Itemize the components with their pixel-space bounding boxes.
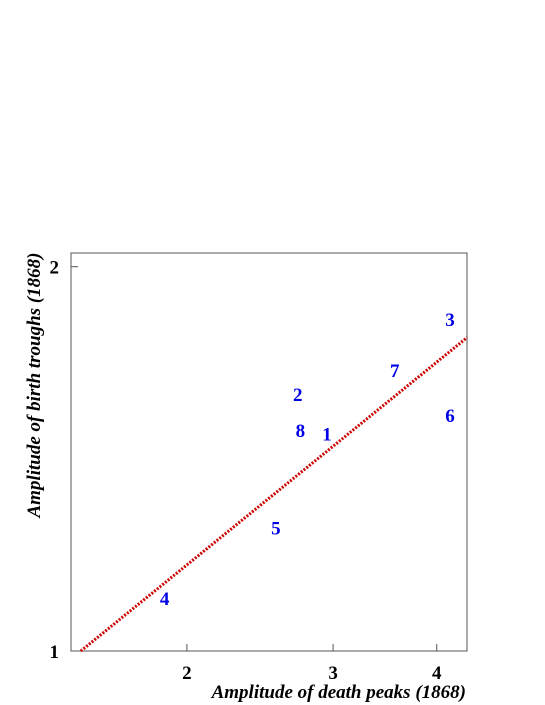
data-point-5: 5 [271, 518, 281, 539]
x-tick-label: 3 [328, 663, 338, 684]
data-point-4: 4 [160, 589, 170, 610]
x-axis-label: Amplitude of death peaks (1868) [211, 682, 466, 703]
data-point-3: 3 [445, 310, 455, 331]
data-point-8: 8 [296, 421, 306, 442]
x-tick-label: 4 [432, 663, 442, 684]
data-point-1: 1 [322, 425, 332, 446]
plot-frame [70, 252, 468, 652]
data-point-7: 7 [390, 361, 400, 382]
data-point-6: 6 [445, 406, 455, 427]
y-tick-label: 1 [50, 642, 60, 663]
fit-line [79, 336, 468, 653]
y-tick-label: 2 [50, 258, 60, 279]
data-point-2: 2 [293, 385, 303, 406]
y-axis-label: Amplitude of birth troughs (1868) [24, 253, 45, 519]
x-tick-label: 2 [182, 663, 192, 684]
